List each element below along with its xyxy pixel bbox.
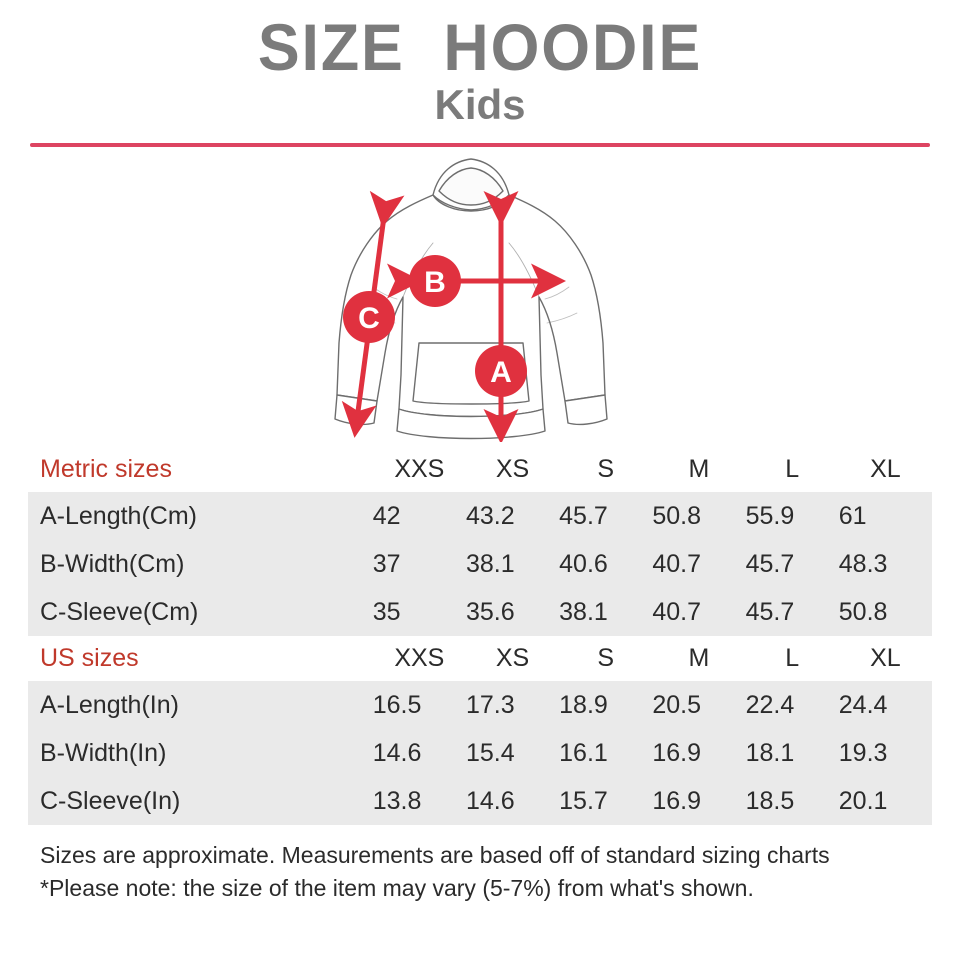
table-row: A-Length(Cm) 42 43.2 45.7 50.8 55.9 61 (28, 492, 932, 541)
metric-row-0-xs: 43.2 (465, 492, 560, 541)
us-row-2-m: 16.9 (652, 777, 746, 826)
marker-a-label: A (490, 356, 512, 389)
us-row-0-xxs: 16.5 (372, 681, 466, 730)
metric-heading: Metric sizes (28, 447, 373, 493)
metric-size-s: S (559, 447, 653, 493)
footnote-line-2: *Please note: the size of the item may v… (40, 875, 754, 902)
us-size-m: M (652, 636, 746, 682)
chart-header: SIZE HOODIE Kids (0, 0, 960, 148)
metric-row-1-xxs: 37 (372, 540, 466, 589)
metric-row-0-label: A-Length(Cm) (28, 492, 373, 541)
metric-row-2-xxs: 35 (372, 588, 466, 637)
us-row-2-s: 15.7 (559, 777, 653, 826)
metric-row-1-l: 45.7 (745, 540, 839, 589)
us-row-2-xxs: 13.8 (372, 777, 466, 826)
metric-row-1-s: 40.6 (559, 540, 653, 589)
us-row-2-label: C-Sleeve(In) (28, 777, 373, 826)
us-row-2-l: 18.5 (745, 777, 839, 826)
us-row-2-xs: 14.6 (465, 777, 560, 826)
metric-row-2-label: C-Sleeve(Cm) (28, 588, 373, 637)
metric-row-2-m: 40.7 (652, 588, 746, 637)
hoodie-illustration: B A C (0, 147, 960, 447)
metric-size-xs: XS (465, 447, 560, 493)
table-row: A-Length(In) 16.5 17.3 18.9 20.5 22.4 24… (28, 681, 932, 730)
header-divider (30, 143, 930, 148)
metric-size-xl: XL (838, 447, 932, 493)
marker-badges: B A C (343, 255, 527, 398)
us-header-row: US sizes XXS XS S M L XL (28, 636, 932, 682)
footnotes: Sizes are approximate. Measurements are … (28, 839, 932, 904)
metric-row-0-xl: 61 (838, 492, 932, 541)
us-row-0-m: 20.5 (652, 681, 746, 730)
table-row: B-Width(In) 14.6 15.4 16.1 16.9 18.1 19.… (28, 729, 932, 778)
metric-header-row: Metric sizes XXS XS S M L XL (28, 447, 932, 493)
metric-row-1-xs: 38.1 (465, 540, 560, 589)
metric-size-table: Metric sizes XXS XS S M L XL A-Length(Cm… (28, 447, 932, 637)
metric-size-l: L (745, 447, 839, 493)
metric-row-2-xs: 35.6 (465, 588, 560, 637)
metric-row-1-label: B-Width(Cm) (28, 540, 373, 589)
hoodie-diagram-svg: B A C (334, 158, 608, 443)
metric-row-2-xl: 50.8 (838, 588, 932, 637)
metric-row-0-m: 50.8 (652, 492, 746, 541)
metric-row-0-l: 55.9 (745, 492, 839, 541)
metric-table-block: Metric sizes XXS XS S M L XL A-Length(Cm… (28, 447, 932, 637)
us-row-0-xs: 17.3 (465, 681, 560, 730)
us-size-xxs: XXS (372, 636, 466, 682)
footnote-line-1: Sizes are approximate. Measurements are … (40, 842, 830, 869)
us-size-l: L (745, 636, 839, 682)
us-size-table: US sizes XXS XS S M L XL A-Length(In) 16… (28, 636, 932, 826)
us-row-0-xl: 24.4 (838, 681, 932, 730)
us-table-block: US sizes XXS XS S M L XL A-Length(In) 16… (28, 636, 932, 826)
metric-size-xxs: XXS (372, 447, 466, 493)
marker-a: A (475, 345, 527, 398)
us-size-xs: XS (465, 636, 560, 682)
us-row-1-xl: 19.3 (838, 729, 932, 778)
metric-row-2-l: 45.7 (745, 588, 839, 637)
us-row-1-s: 16.1 (559, 729, 653, 778)
page-title: SIZE HOODIE (257, 10, 703, 84)
us-size-s: S (559, 636, 653, 682)
us-row-0-s: 18.9 (559, 681, 653, 730)
marker-b: B (409, 255, 461, 308)
us-row-2-xl: 20.1 (838, 777, 932, 826)
table-row: C-Sleeve(In) 13.8 14.6 15.7 16.9 18.5 20… (28, 777, 932, 826)
metric-row-2-s: 38.1 (559, 588, 653, 637)
us-row-1-m: 16.9 (652, 729, 746, 778)
metric-size-m: M (652, 447, 746, 493)
us-row-1-l: 18.1 (745, 729, 839, 778)
us-heading: US sizes (28, 636, 373, 682)
table-row: C-Sleeve(Cm) 35 35.6 38.1 40.7 45.7 50.8 (28, 588, 932, 637)
us-row-1-xs: 15.4 (465, 729, 560, 778)
metric-row-0-s: 45.7 (559, 492, 653, 541)
us-row-1-xxs: 14.6 (372, 729, 466, 778)
marker-c-label: C (358, 302, 380, 335)
us-row-0-label: A-Length(In) (28, 681, 373, 730)
us-row-0-l: 22.4 (745, 681, 839, 730)
marker-c: C (343, 291, 395, 344)
metric-row-1-m: 40.7 (652, 540, 746, 589)
metric-row-0-xxs: 42 (372, 492, 466, 541)
marker-b-label: B (424, 266, 446, 299)
us-size-xl: XL (838, 636, 932, 682)
us-row-1-label: B-Width(In) (28, 729, 373, 778)
page-subtitle: Kids (434, 81, 526, 129)
metric-row-1-xl: 48.3 (838, 540, 932, 589)
table-row: B-Width(Cm) 37 38.1 40.6 40.7 45.7 48.3 (28, 540, 932, 589)
